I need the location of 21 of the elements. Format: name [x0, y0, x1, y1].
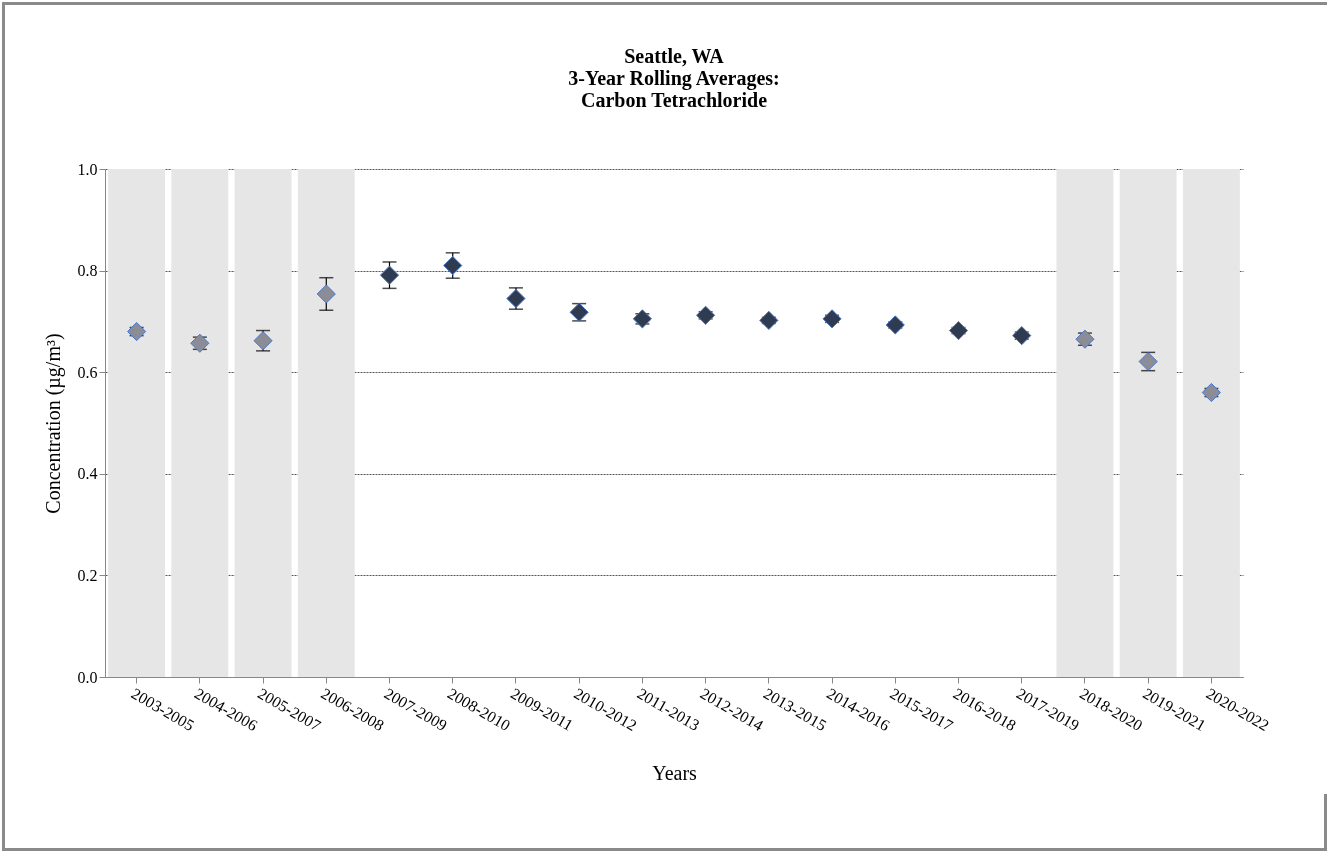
point	[822, 309, 842, 329]
y-tick-label: 0.0	[77, 668, 98, 686]
y-tick-label: 0.2	[77, 566, 98, 584]
point	[759, 310, 779, 330]
point	[1012, 326, 1032, 346]
x-axis-title: Years	[652, 762, 698, 785]
point	[885, 315, 905, 335]
y-tick-label: 0.8	[77, 262, 98, 280]
point	[379, 265, 400, 285]
point	[696, 305, 716, 325]
point	[316, 284, 336, 304]
y-tick-label: 1.0	[77, 160, 98, 178]
text: 3-Year Rolling Averages:	[568, 67, 780, 89]
point	[948, 320, 969, 341]
text: Seattle, WA	[624, 45, 724, 67]
y-tick-label: 0.6	[77, 363, 98, 381]
y-axis-title: Concentration (µg/m³)	[41, 333, 65, 514]
point	[127, 321, 147, 342]
text: Carbon Tetrachloride	[580, 89, 768, 111]
y-tick-label: 0.4	[77, 465, 98, 483]
point	[1201, 382, 1221, 403]
